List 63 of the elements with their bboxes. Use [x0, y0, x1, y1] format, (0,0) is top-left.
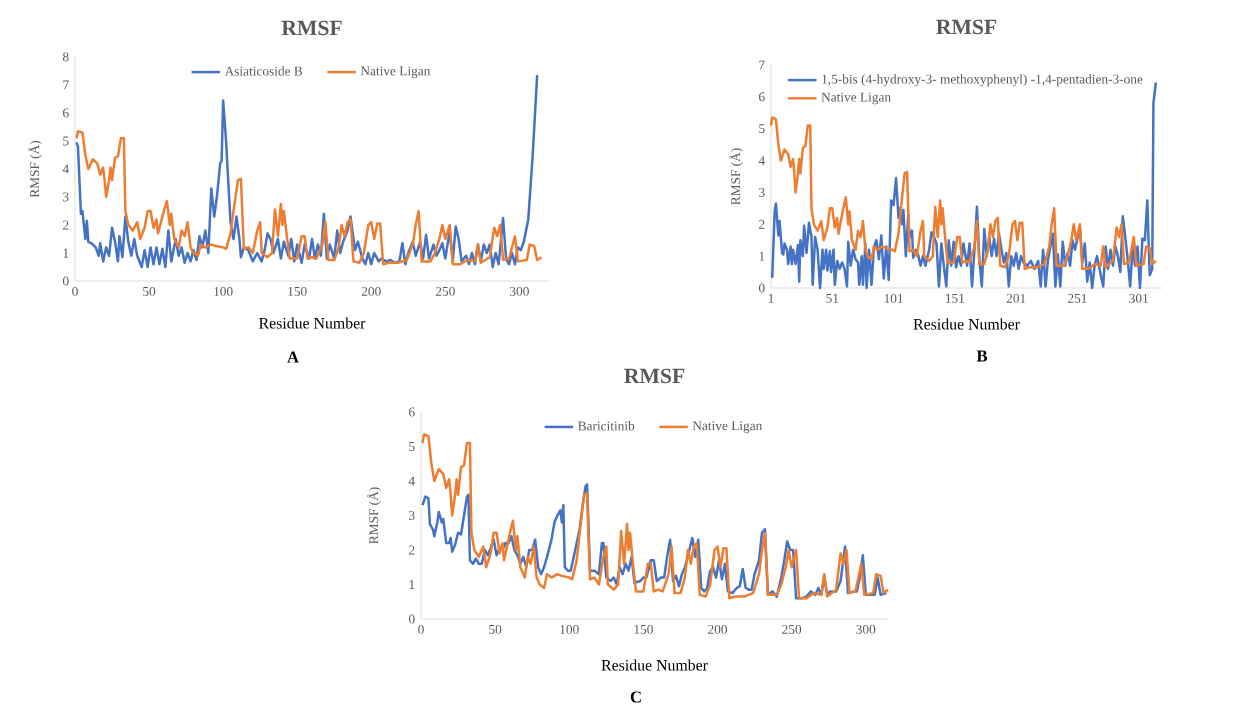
y-tick-label: 8	[62, 52, 69, 62]
y-tick-label: 3	[759, 187, 765, 197]
y-tick-label: 6	[409, 407, 415, 417]
y-tick-label: 0	[408, 614, 415, 624]
legend-label: 1,5-bis (4-hydroxy-3- methoxyphenyl) -1,4-pentadien-3-one	[822, 74, 1143, 87]
x-tick-label: 1	[768, 293, 774, 303]
chart-title: RMSF	[281, 20, 342, 36]
x-tick-label: 100	[560, 624, 579, 634]
x-axis-title: Residue Number	[913, 318, 1020, 330]
x-tick-label: 150	[288, 286, 307, 296]
y-tick-label: 5	[759, 124, 765, 134]
chart-title: RMSF	[624, 368, 685, 384]
y-axis-title: RMSF (Å)	[729, 148, 743, 205]
chart-title: RMSF	[936, 19, 997, 35]
y-tick-label: 3	[409, 510, 415, 520]
y-tick-label: 7	[759, 60, 765, 70]
y-tick-label: 1	[759, 251, 765, 261]
x-tick-label: 200	[708, 624, 728, 634]
x-tick-label: 300	[510, 286, 529, 296]
text: C	[630, 691, 641, 703]
x-tick-label: 300	[856, 624, 876, 634]
y-tick-label: 6	[759, 92, 765, 102]
y-tick-label: 4	[758, 156, 765, 165]
y-tick-label: 6	[63, 108, 69, 118]
y-tick-label: 0	[62, 276, 69, 286]
x-tick-label: 250	[435, 286, 455, 296]
y-tick-label: 2	[409, 545, 415, 555]
legend-label: Baricitinib	[578, 421, 635, 431]
y-axis-title: RMSF (Å)	[28, 140, 42, 198]
legend-label: Native Ligan	[360, 66, 431, 79]
x-tick-label: 50	[143, 286, 156, 296]
x-tick-label: 150	[634, 624, 653, 634]
x-tick-label: 0	[72, 286, 78, 296]
y-tick-label: 1	[63, 248, 69, 258]
legend-label: Native Ligan	[692, 421, 763, 433]
x-tick-label: 201	[1006, 293, 1026, 303]
x-tick-label: 100	[214, 286, 233, 296]
x-tick-label: 301	[1129, 293, 1148, 303]
x-axis-title: Residue Number	[259, 317, 366, 329]
x-axis-title: Residue Number	[601, 659, 708, 671]
y-tick-label: 2	[759, 219, 765, 229]
y-axis-title: RMSF (Å)	[367, 487, 381, 544]
y-tick-label: 3	[63, 192, 69, 202]
x-tick-label: 200	[361, 286, 381, 296]
y-tick-label: 5	[63, 136, 69, 146]
x-tick-label: 50	[489, 624, 502, 634]
x-tick-label: 251	[1068, 293, 1087, 303]
x-tick-label: 51	[826, 293, 839, 303]
y-tick-label: 4	[62, 164, 69, 174]
x-tick-label: 0	[418, 624, 424, 634]
line-series	[421, 433, 890, 600]
y-tick-label: 7	[63, 80, 69, 90]
legend-label: Asiaticoside B	[224, 66, 303, 76]
y-tick-label: 2	[63, 220, 69, 230]
legend-label: Native Ligan	[821, 92, 891, 105]
y-tick-label: 4	[408, 476, 415, 486]
y-tick-label: 5	[409, 442, 415, 451]
x-tick-label: 250	[782, 624, 802, 634]
x-tick-label: 151	[946, 293, 965, 303]
x-tick-label: 101	[884, 293, 903, 303]
text: A	[287, 351, 299, 363]
y-tick-label: 1	[409, 580, 415, 589]
text: B	[976, 350, 988, 362]
